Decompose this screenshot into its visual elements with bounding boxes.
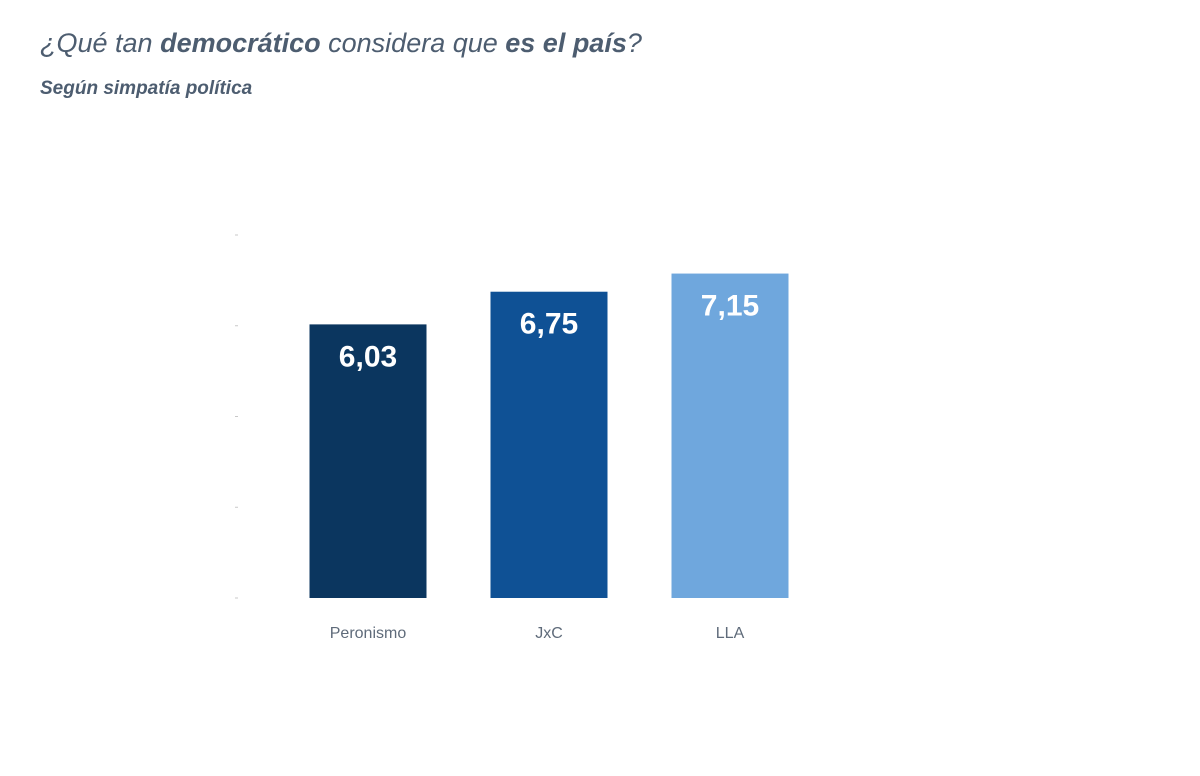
- title-part: es el país: [505, 28, 627, 58]
- x-tick-label: LLA: [716, 625, 745, 642]
- title-part: considera que: [321, 28, 506, 58]
- x-tick-label: JxC: [535, 625, 563, 642]
- bar: [309, 324, 427, 598]
- chart-title: ¿Qué tan democrático considera que es el…: [40, 28, 642, 58]
- value-label: 6,03: [339, 340, 397, 373]
- title-part: ¿Qué tan: [40, 28, 160, 58]
- title-part: democrático: [160, 28, 321, 58]
- chart-subtitle: Según simpatía política: [40, 78, 253, 99]
- x-tick-label: Peronismo: [330, 625, 407, 642]
- bar: [490, 291, 608, 598]
- bar: [671, 273, 789, 598]
- title-part: ?: [627, 28, 642, 58]
- value-label: 7,15: [701, 289, 759, 322]
- value-label: 6,75: [520, 308, 578, 341]
